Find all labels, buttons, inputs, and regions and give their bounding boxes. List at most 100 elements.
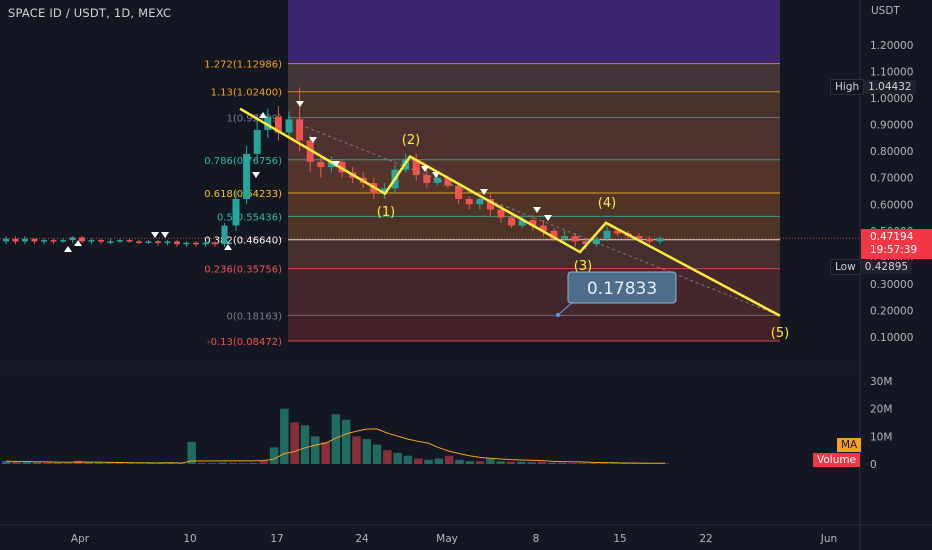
- ma-badge[interactable]: MA: [837, 438, 862, 452]
- price-tick-label: 0.10000: [870, 332, 913, 344]
- fib-zone: [288, 63, 780, 92]
- price-tick-label: 1.00000: [870, 93, 913, 105]
- volume-badge[interactable]: Volume: [813, 453, 861, 467]
- time-tick-label: 17: [270, 533, 283, 545]
- candle-body: [508, 217, 516, 226]
- measure-value: 0.17833: [587, 279, 657, 299]
- measure-box: [567, 271, 677, 304]
- volume-bar: [166, 462, 176, 464]
- time-tick-label: Jun: [820, 533, 837, 545]
- fib-zone: [288, 117, 780, 160]
- buy-signal-icon: [259, 112, 267, 118]
- volume-bar: [228, 462, 238, 464]
- volume-bar: [53, 462, 62, 464]
- candle-body: [243, 153, 251, 199]
- volume-bar: [537, 462, 547, 464]
- candle-body: [296, 119, 304, 141]
- fib-zone: [288, 268, 780, 316]
- candle-body: [571, 236, 579, 242]
- candle-body: [164, 241, 171, 243]
- volume-bar: [383, 450, 392, 464]
- fib-level-label: 0.236(0.35756): [204, 265, 282, 276]
- wave-label: (3): [574, 259, 592, 274]
- candle-body: [444, 177, 452, 186]
- candle-body: [592, 238, 600, 245]
- volume-bar: [238, 463, 248, 464]
- volume-bar: [2, 461, 11, 464]
- trend-dashed-line: [299, 124, 781, 317]
- candle-body: [3, 238, 9, 242]
- volume-bar: [32, 462, 42, 464]
- candle-body: [202, 242, 209, 245]
- volume-bar: [393, 452, 402, 464]
- wave-label: (1): [377, 205, 395, 220]
- last-price-value: 0.47194: [870, 231, 914, 243]
- candle-body: [656, 238, 664, 242]
- time-tick-label: Apr: [71, 533, 90, 545]
- price-tick-label: 0.30000: [870, 279, 913, 291]
- candle-body: [285, 119, 293, 133]
- candle-body: [539, 225, 547, 231]
- candle-body: [561, 236, 569, 239]
- high-label: High: [830, 79, 865, 95]
- price-tick-label: 0.60000: [870, 199, 913, 211]
- sell-signal-icon: [161, 232, 169, 238]
- fib-level-label: 0.5(0.55436): [217, 212, 282, 223]
- measure-anchor: [556, 313, 560, 317]
- candle-body: [645, 238, 653, 242]
- buy-signal-icon: [64, 246, 72, 252]
- volume-bar: [424, 459, 433, 464]
- sell-signal-icon: [332, 161, 340, 167]
- currency-label: USDT: [871, 5, 900, 17]
- volume-bar: [558, 462, 567, 464]
- volume-bar: [434, 458, 444, 464]
- volume-tick-label: 10M: [870, 431, 892, 443]
- volume-bar: [43, 462, 52, 464]
- candle-body: [22, 238, 28, 242]
- candle-body: [145, 241, 152, 243]
- time-tick-label: 24: [355, 533, 369, 545]
- high-tag: High 1.04432: [830, 79, 916, 95]
- candle-body: [529, 220, 537, 226]
- fib-level-label: 1.272(1.12986): [204, 60, 282, 71]
- volume-bar: [506, 461, 516, 464]
- volume-bar: [105, 463, 114, 464]
- volume-tick-label: 20M: [870, 404, 892, 416]
- sell-signal-icon: [309, 137, 317, 143]
- candle-body: [274, 116, 282, 133]
- candle-body: [253, 129, 261, 154]
- volume-bar: [331, 414, 341, 464]
- time-tick-label: 10: [183, 533, 196, 545]
- volume-bar: [249, 462, 258, 464]
- candle-body: [433, 177, 441, 184]
- volume-bar: [661, 463, 670, 464]
- volume-bar: [527, 462, 536, 464]
- volume-bar: [300, 425, 310, 464]
- volume-bar: [84, 462, 93, 464]
- volume-bar: [280, 408, 289, 464]
- volume-bar: [362, 439, 371, 464]
- candle-body: [88, 240, 95, 242]
- price-tick-label: 0.80000: [870, 146, 913, 158]
- candle-body: [476, 198, 484, 205]
- volume-bar: [589, 463, 598, 464]
- volume-tick-label: 30M: [870, 376, 892, 388]
- candle-body: [193, 242, 199, 245]
- sell-signal-icon: [432, 172, 440, 178]
- candle-body: [423, 175, 431, 184]
- candle-body: [107, 241, 114, 243]
- fib-zone: [288, 239, 780, 269]
- price-tick-label: 1.10000: [870, 67, 913, 79]
- volume-tick-label: 0: [870, 459, 877, 471]
- wave-label: (5): [771, 326, 789, 341]
- sell-signal-icon: [252, 172, 260, 178]
- price-tick-label: 0.90000: [870, 120, 913, 132]
- candle-body: [455, 185, 463, 199]
- candle-body: [582, 241, 590, 245]
- sell-signal-icon: [544, 215, 552, 221]
- low-label: Low: [830, 259, 861, 275]
- volume-bar: [414, 458, 423, 464]
- time-tick-label: 15: [613, 533, 626, 545]
- volume-bar: [259, 460, 268, 464]
